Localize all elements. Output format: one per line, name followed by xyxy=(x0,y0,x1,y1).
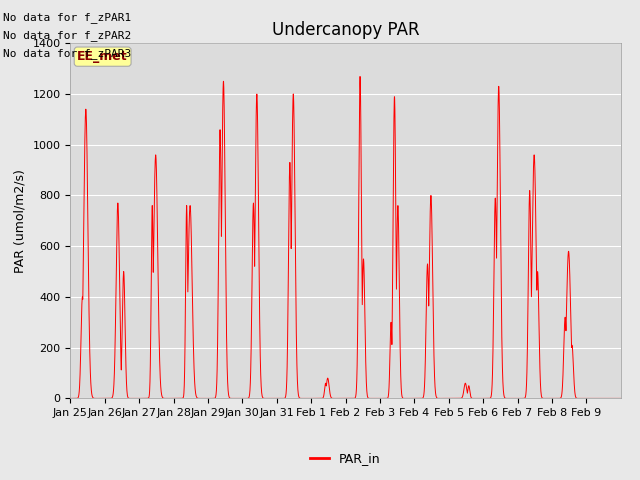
Title: Undercanopy PAR: Undercanopy PAR xyxy=(272,21,419,39)
Text: No data for f_zPAR3: No data for f_zPAR3 xyxy=(3,48,131,60)
Text: No data for f_zPAR2: No data for f_zPAR2 xyxy=(3,30,131,41)
Text: No data for f_zPAR1: No data for f_zPAR1 xyxy=(3,12,131,23)
Text: EE_met: EE_met xyxy=(77,50,128,63)
Legend: PAR_in: PAR_in xyxy=(305,447,386,470)
Y-axis label: PAR (umol/m2/s): PAR (umol/m2/s) xyxy=(14,169,27,273)
